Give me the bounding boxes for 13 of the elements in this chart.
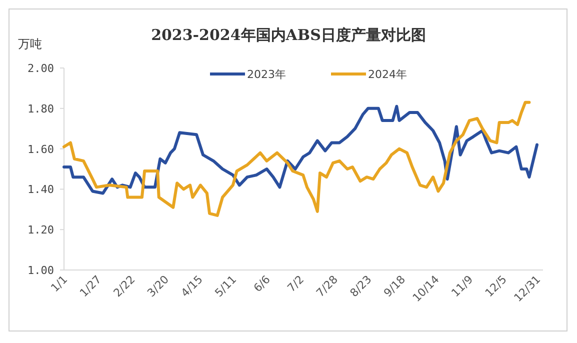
y-tick-label: 1.60 — [28, 142, 54, 156]
y-tick-label: 1.20 — [28, 224, 54, 237]
legend-label: 2024年 — [368, 68, 407, 81]
x-tick-label: 6/6 — [251, 272, 273, 295]
y-tick-label: 1.40 — [28, 183, 54, 196]
x-tick-label: 7/2 — [284, 272, 307, 295]
chart-title: 2023-2024年国内ABS日度产量对比图 — [151, 26, 426, 44]
legend-label: 2023年 — [247, 68, 286, 81]
y-axis-title: 万吨 — [18, 37, 42, 51]
y-tick-label: 1.80 — [28, 102, 54, 116]
y-tick-label: 2.00 — [28, 62, 54, 75]
line-series — [62, 100, 531, 217]
line-series — [62, 104, 538, 195]
